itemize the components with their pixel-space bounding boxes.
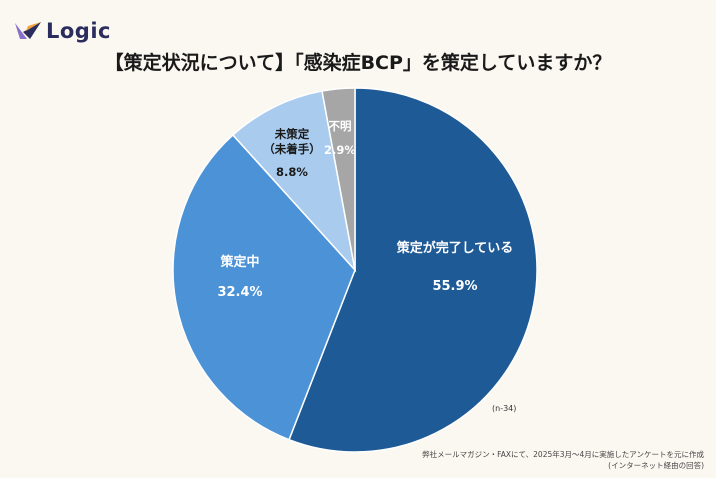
footnote-line-1: 弊社メールマガジン・FAXにて、2025年3月〜4月に実施したアンケートを元に作… — [422, 450, 704, 459]
brand-name: Logic — [46, 19, 111, 43]
chart-title: 【策定状況について】「感染症BCP」を策定していますか？ — [104, 52, 612, 74]
slice-value-label: 8.8% — [276, 165, 308, 179]
pie-slice — [288, 87, 538, 453]
brand-logo: Logic — [14, 18, 111, 44]
slice-label: 未策定 — [274, 127, 310, 141]
slice-label: 策定が完了している — [397, 240, 514, 256]
pie-slice — [231, 90, 357, 273]
footnote: 弊社メールマガジン・FAXにて、2025年3月〜4月に実施したアンケートを元に作… — [422, 449, 704, 471]
logo-mark-icon — [15, 22, 41, 39]
slice-label: 策定中 — [220, 254, 259, 270]
slice-label: （未着手） — [263, 142, 321, 156]
slice-value-label: 32.4% — [217, 285, 262, 300]
slice-value-label: 2.9% — [324, 143, 356, 157]
pie-slice — [172, 133, 356, 441]
slice-value-label: 55.9% — [432, 279, 477, 294]
pie-slice — [321, 87, 356, 271]
sample-size-note: (n-34) — [492, 404, 517, 413]
slice-label: 不明 — [329, 119, 352, 133]
footnote-line-2: (インターネット経由の回答) — [608, 461, 704, 470]
